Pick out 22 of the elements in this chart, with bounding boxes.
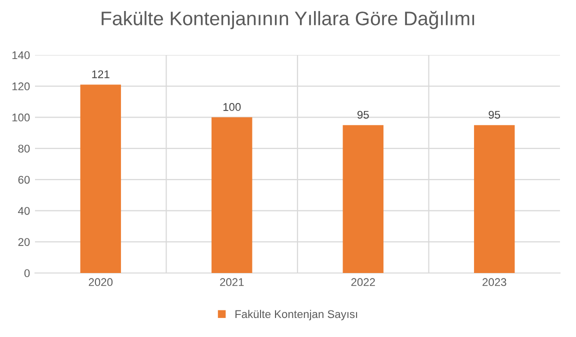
y-tick-label: 60 — [18, 176, 30, 184]
bar — [342, 125, 384, 273]
x-tick-label: 2022 — [351, 278, 375, 286]
y-tick-label: 140 — [12, 51, 30, 60]
y-tick-label: 80 — [18, 144, 30, 153]
data-label: 95 — [488, 110, 500, 119]
data-label: 95 — [357, 110, 369, 119]
y-tick-label: 100 — [12, 114, 30, 122]
bar — [212, 117, 252, 273]
bar — [474, 125, 515, 273]
bar — [80, 84, 121, 273]
x-tick-label: 2021 — [220, 278, 244, 286]
chart-title: Fakülte Kontenjanının Yıllara Göre Dağılımı — [102, 10, 474, 30]
x-tick-label: 2023 — [482, 278, 506, 286]
data-label: 121 — [92, 70, 110, 78]
y-tick-label: 20 — [18, 238, 30, 246]
x-tick-label: 2020 — [88, 278, 113, 286]
data-label: 100 — [223, 103, 241, 111]
y-tick-label: 40 — [18, 206, 30, 215]
y-tick-label: 120 — [12, 82, 30, 90]
legend-label: Fakülte Kontenjan Sayısı — [235, 310, 358, 320]
y-tick-label: 0 — [24, 269, 30, 278]
